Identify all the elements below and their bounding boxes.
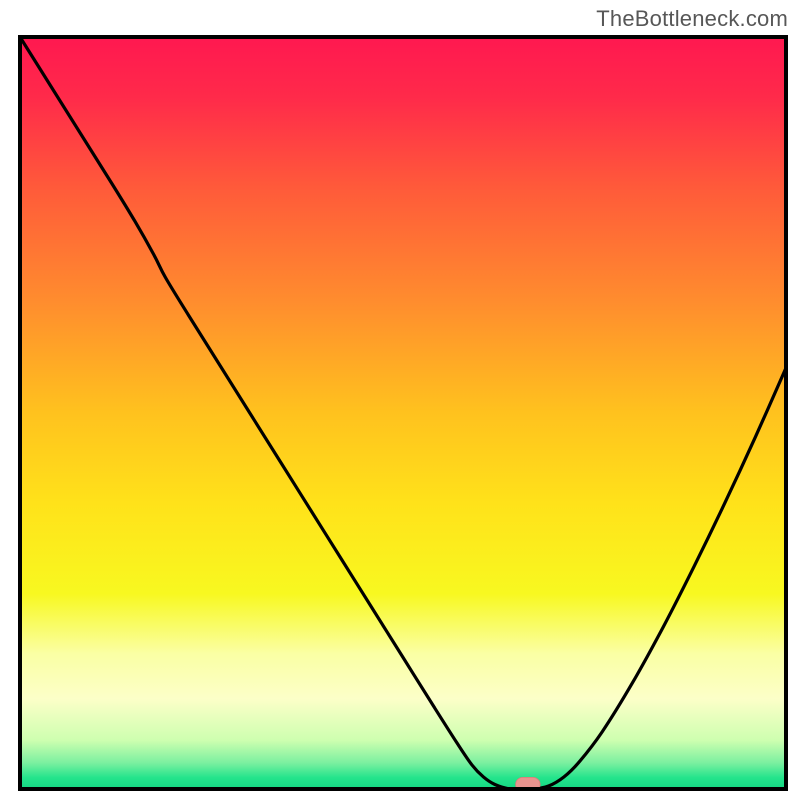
watermark-text: TheBottleneck.com: [596, 6, 788, 32]
chart-background: [20, 37, 786, 789]
chart-svg: [18, 35, 788, 791]
plot-area: [18, 35, 788, 791]
chart-container: TheBottleneck.com: [0, 0, 800, 800]
